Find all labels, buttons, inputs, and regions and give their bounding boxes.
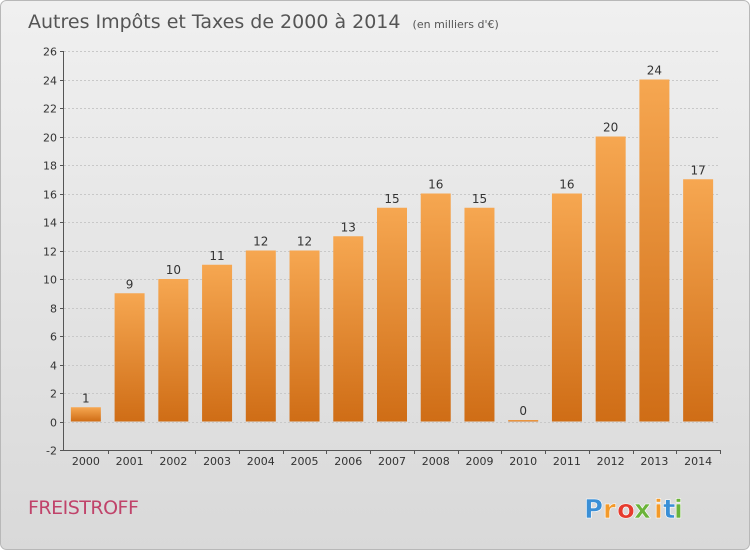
y-tick-label: 10 <box>43 274 57 287</box>
bar-2011 <box>551 193 582 422</box>
data-label-2004: 12 <box>253 235 268 249</box>
y-tick-label: 16 <box>43 189 57 202</box>
y-tick-label: 20 <box>43 132 57 145</box>
x-tick-label-2013: 2013 <box>640 455 668 468</box>
x-tick-label-2011: 2011 <box>553 455 581 468</box>
x-axis-ticks: 2000 2001 2002 2003 2004 2005 2006 2007 2008 2009… <box>72 450 721 468</box>
data-label-2014: 17 <box>690 163 705 177</box>
x-tick-label-2002: 2002 <box>159 455 187 468</box>
x-tick-label-2001: 2001 <box>116 455 144 468</box>
x-tick-label-2012: 2012 <box>597 455 625 468</box>
logo-letter: t <box>663 495 675 525</box>
x-tick-label-2010: 2010 <box>509 455 537 468</box>
y-tick-label: 18 <box>43 160 57 173</box>
bar-2007 <box>377 207 407 422</box>
y-tick-label: 24 <box>43 75 57 88</box>
bar-2004 <box>245 250 276 422</box>
y-tick-label: -2 <box>46 445 57 458</box>
bar-2013 <box>639 79 670 422</box>
bar-2006 <box>333 236 364 422</box>
logo-letter: o <box>617 495 635 525</box>
y-tick-label: 0 <box>50 417 57 430</box>
bar-2003 <box>202 264 233 422</box>
x-tick-label-2008: 2008 <box>422 455 450 468</box>
data-label-2010: 0 <box>519 404 527 418</box>
bar-2009 <box>464 207 495 422</box>
y-tick-label: 6 <box>50 331 57 344</box>
bars <box>70 79 714 422</box>
data-label-2002: 10 <box>166 263 181 277</box>
x-tick-label-2003: 2003 <box>203 455 231 468</box>
data-label-2011: 16 <box>559 178 574 192</box>
y-tick-label: 14 <box>43 217 57 230</box>
place-name: FREISTROFF <box>28 497 138 519</box>
data-label-2005: 12 <box>297 235 312 249</box>
data-label-2008: 16 <box>428 178 443 192</box>
data-label-2001: 9 <box>126 277 134 291</box>
x-tick-label-2014: 2014 <box>684 455 712 468</box>
data-label-2009: 15 <box>472 192 487 206</box>
y-tick-label: 12 <box>43 246 57 259</box>
bar-2014 <box>683 179 714 422</box>
logo-letter: x <box>634 495 651 525</box>
y-tick-label: 2 <box>50 388 57 401</box>
x-tick-label-2004: 2004 <box>247 455 275 468</box>
data-labels: 1 9 10 11 12 12 13 15 16 15 0 16 20 24 17 <box>82 64 706 419</box>
bar-2001 <box>114 293 145 422</box>
data-label-2012: 20 <box>603 121 618 135</box>
bar-2005 <box>289 250 320 422</box>
x-tick-label-2000: 2000 <box>72 455 100 468</box>
y-tick-label: 26 <box>43 46 57 59</box>
logo-letter: P <box>584 495 603 525</box>
data-label-2006: 13 <box>341 220 356 234</box>
bar-2010 <box>508 420 539 422</box>
x-tick-label-2005: 2005 <box>291 455 319 468</box>
y-tick-label: 4 <box>50 360 57 373</box>
bar-2002 <box>158 279 189 422</box>
logo-letter: i <box>674 495 683 525</box>
chart-title: Autres Impôts et Taxes de 2000 à 2014 (e… <box>28 11 499 33</box>
logo-letter: r <box>603 495 616 525</box>
bar-2000 <box>70 407 101 422</box>
logo-letter: i <box>654 495 663 525</box>
data-label-2007: 15 <box>384 192 399 206</box>
data-label-2003: 11 <box>209 249 224 263</box>
y-tick-label: 8 <box>50 303 57 316</box>
bar-2008 <box>420 193 451 422</box>
x-tick-label-2007: 2007 <box>378 455 406 468</box>
y-tick-label: 22 <box>43 103 57 116</box>
x-tick-label-2006: 2006 <box>334 455 362 468</box>
bar-2012 <box>595 136 626 422</box>
x-tick-label-2009: 2009 <box>465 455 493 468</box>
data-label-2013: 24 <box>647 64 662 78</box>
data-label-2000: 1 <box>82 391 90 405</box>
